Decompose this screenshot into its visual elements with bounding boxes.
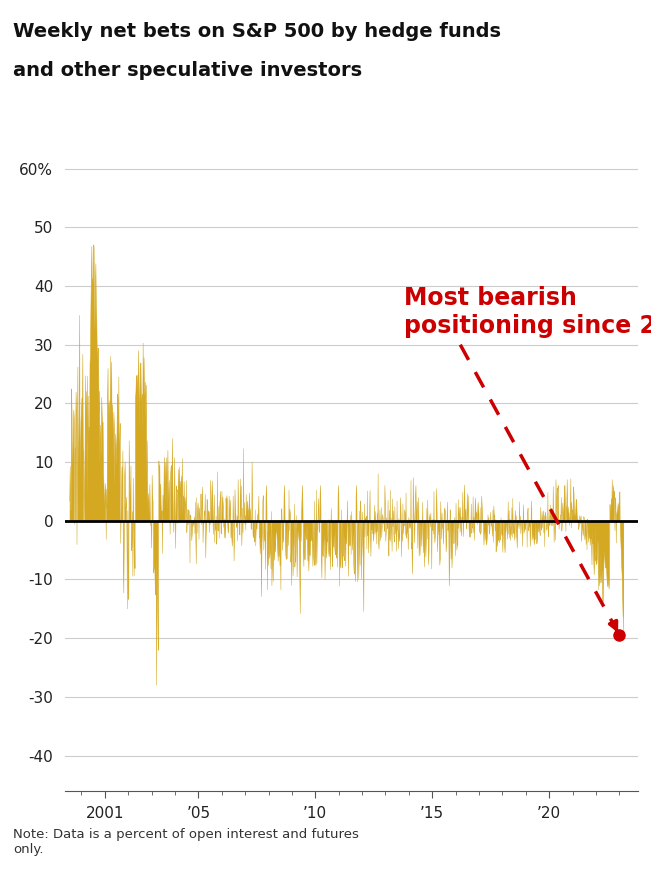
Text: Weekly net bets on S&P 500 by hedge funds: Weekly net bets on S&P 500 by hedge fund…: [13, 22, 501, 41]
Text: and other speculative investors: and other speculative investors: [13, 61, 362, 80]
Text: Note: Data is a percent of open interest and futures
only.: Note: Data is a percent of open interest…: [13, 828, 359, 856]
Text: Most bearish
positioning since 2007: Most bearish positioning since 2007: [404, 286, 651, 338]
